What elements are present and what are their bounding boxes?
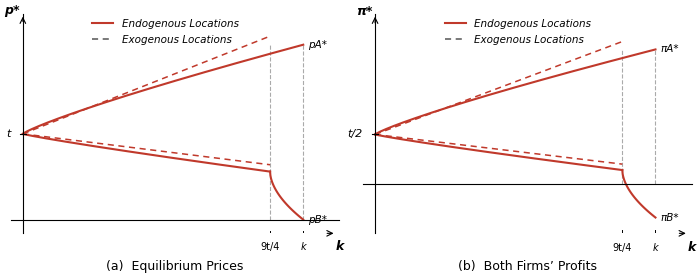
Text: p*: p*: [4, 4, 20, 17]
Text: t/2: t/2: [348, 129, 363, 139]
Text: pB*: pB*: [308, 215, 327, 225]
Text: πB*: πB*: [660, 213, 678, 222]
Text: t: t: [6, 129, 10, 139]
Text: (b)  Both Firms’ Profits: (b) Both Firms’ Profits: [458, 260, 597, 273]
Legend: Endogenous Locations, Exogenous Locations: Endogenous Locations, Exogenous Location…: [88, 15, 243, 49]
Text: k: k: [687, 241, 696, 254]
Text: π*: π*: [356, 5, 372, 18]
Text: 9t/4: 9t/4: [260, 242, 280, 252]
Text: 9t/4: 9t/4: [612, 243, 632, 253]
Text: k: k: [335, 240, 344, 253]
Text: (a)  Equilibrium Prices: (a) Equilibrium Prices: [106, 260, 244, 273]
Text: πA*: πA*: [660, 44, 678, 54]
Text: k: k: [300, 242, 306, 252]
Legend: Endogenous Locations, Exogenous Locations: Endogenous Locations, Exogenous Location…: [440, 15, 595, 49]
Text: pA*: pA*: [308, 40, 327, 50]
Text: k: k: [652, 243, 658, 253]
